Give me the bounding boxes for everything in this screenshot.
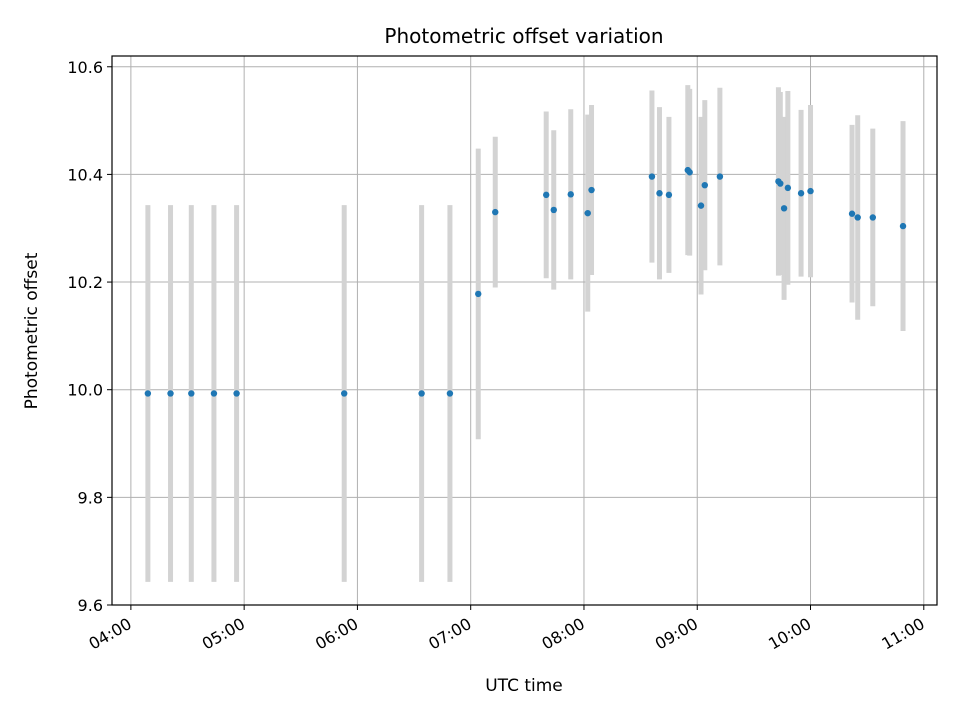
data-point [418, 390, 425, 397]
x-tick-label: 05:00 [199, 614, 248, 654]
data-point [475, 290, 482, 298]
data-point [686, 169, 693, 176]
data-point [848, 210, 856, 217]
y-axis-ticks: 9.6 9.8 10.0 10.2 10.4 10.6 [67, 58, 112, 615]
data-point [648, 173, 656, 180]
data-point [492, 208, 499, 216]
data-point [584, 209, 591, 217]
data-point [567, 191, 574, 198]
x-tick-label: 07:00 [425, 614, 474, 654]
data-point [233, 390, 240, 397]
x-tick-label: 08:00 [539, 614, 588, 654]
data-point [665, 191, 673, 199]
data-point [899, 222, 907, 230]
data-point [854, 214, 861, 221]
data-point [780, 205, 788, 212]
data-point [588, 186, 595, 194]
data-points [144, 166, 907, 397]
data-point [656, 190, 663, 197]
chart-title: Photometric offset variation [384, 24, 663, 48]
y-tick-label: 10.2 [67, 273, 103, 292]
data-point [167, 390, 174, 397]
x-tick-label: 06:00 [312, 614, 361, 654]
data-point [543, 191, 550, 199]
y-tick-label: 9.6 [78, 596, 103, 615]
data-point [797, 190, 805, 197]
y-tick-label: 10.6 [67, 58, 103, 77]
y-tick-label: 10.4 [67, 165, 103, 184]
y-tick-label: 9.8 [78, 488, 103, 507]
data-point [210, 390, 218, 397]
data-point [716, 173, 724, 180]
x-axis-ticks: 04:00 05:00 06:00 07:00 08:00 09:00 10:00 11:00 [85, 605, 928, 654]
y-tick-label: 10.0 [67, 381, 103, 400]
data-point [784, 184, 792, 192]
data-point [341, 390, 348, 397]
x-tick-label: 04:00 [85, 614, 134, 654]
error-bars [145, 85, 906, 582]
data-point [697, 202, 705, 209]
x-tick-label: 10:00 [765, 614, 814, 654]
data-point [550, 206, 557, 214]
plot-frame [111, 55, 938, 606]
data-point [777, 180, 784, 187]
data-point [701, 181, 708, 189]
data-point [188, 390, 195, 397]
x-axis-title: UTC time [485, 676, 563, 696]
x-tick-label: 11:00 [878, 614, 927, 654]
data-point [144, 390, 152, 397]
y-axis-title: Photometric offset [22, 252, 42, 409]
data-point [807, 187, 814, 195]
data-point [446, 390, 454, 397]
x-tick-label: 09:00 [652, 614, 701, 654]
data-point [869, 214, 877, 221]
